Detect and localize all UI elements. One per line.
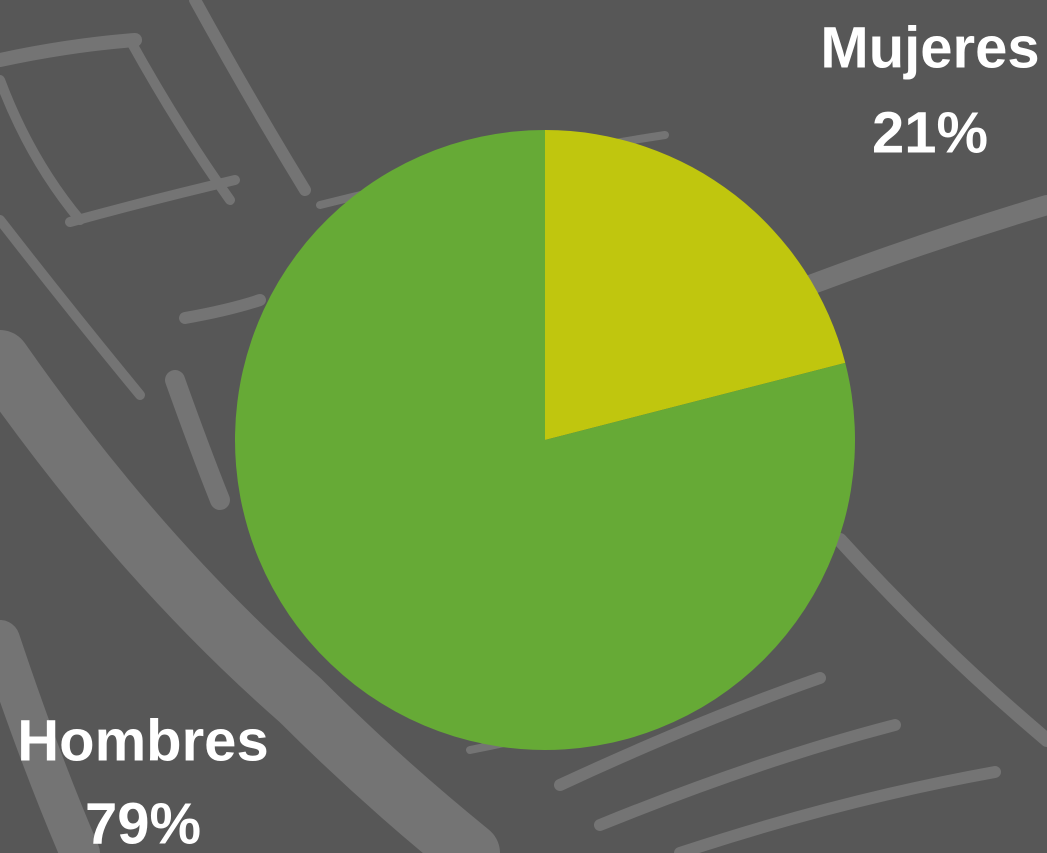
- slice-value-label: 21%: [872, 100, 988, 165]
- slice-label: Hombres: [17, 708, 268, 773]
- pie-slice: [545, 130, 846, 440]
- slice-value-label: 79%: [85, 791, 201, 853]
- pie: [234, 130, 856, 751]
- pie-slice: [234, 130, 856, 751]
- slice-label: Mujeres: [820, 15, 1039, 80]
